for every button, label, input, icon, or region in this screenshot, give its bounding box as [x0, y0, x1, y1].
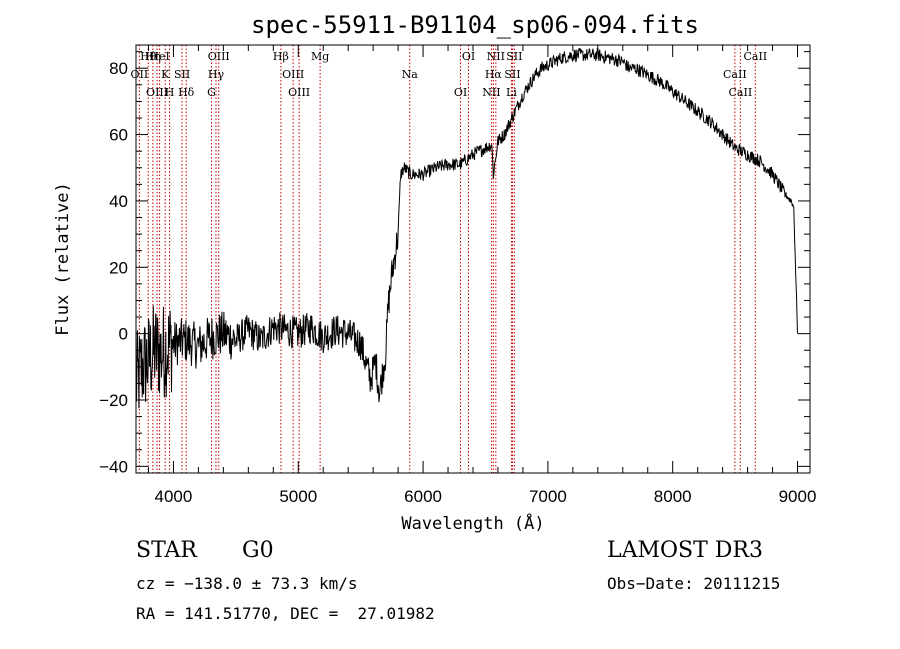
object-subclass: G0: [242, 538, 274, 563]
y-tick-label: 40: [109, 192, 128, 211]
spectral-line-label: Na: [402, 68, 419, 81]
spectral-line-label: Hδ: [178, 86, 195, 99]
spectral-line-label: CaII: [723, 68, 747, 81]
spectral-line-label: CaII: [743, 50, 767, 63]
spectral-line-label: OI: [462, 50, 475, 63]
spectral-line-label: Hη: [145, 50, 161, 63]
x-tick-label: 6000: [404, 487, 442, 506]
spectral-line-label: SII: [174, 68, 190, 81]
spectral-line-label: SII: [504, 68, 520, 81]
x-tick-label: 8000: [654, 487, 692, 506]
spectral-line-label: Hθ: [140, 50, 157, 63]
spectral-line-label: OI: [454, 86, 467, 99]
y-tick-label: −20: [99, 391, 128, 410]
y-tick-label: 20: [109, 258, 128, 277]
survey-label: LAMOST DR3: [607, 538, 763, 563]
spectral-line-label: Hα: [485, 68, 503, 81]
spectral-line-label: K: [161, 68, 170, 81]
spectral-line-label: G: [207, 86, 216, 99]
spectral-line-label: OIII: [146, 86, 168, 99]
plot-frame: [135, 44, 811, 474]
spectral-line-label: CaII: [729, 86, 753, 99]
spectral-line-label: NII: [487, 50, 505, 63]
object-class: STAR: [136, 538, 197, 563]
spectral-line-label: Li: [506, 86, 517, 99]
x-tick-label: 4000: [155, 487, 193, 506]
spectral-line-label: Hγ: [208, 68, 225, 81]
obs-date-label: Obs−Date: 20111215: [607, 574, 781, 593]
redshift-label: cz = −138.0 ± 73.3 km/s: [136, 574, 358, 593]
x-axis-label: Wavelength (Å): [401, 512, 544, 534]
x-tick-label: 9000: [779, 487, 817, 506]
spectral-line-label: OIII: [208, 50, 230, 63]
spectral-line-label: HeI: [149, 50, 169, 63]
spectral-line-label: H: [165, 86, 175, 99]
spectral-line-label: Mg: [311, 50, 329, 63]
y-tick-label: −40: [99, 457, 128, 476]
y-axis-label: Flux (relative): [53, 182, 73, 336]
spectral-line-label: Hβ: [273, 50, 289, 63]
x-tick-label: 5000: [279, 487, 317, 506]
spectrum-series-line: [135, 47, 798, 409]
y-tick-label: 0: [119, 325, 128, 344]
spectral-line-label: OIII: [282, 68, 304, 81]
spectral-line-label: OII: [131, 68, 149, 81]
chart-title: spec-55911-B91104_sp06-094.fits: [251, 11, 699, 39]
x-tick-label: 7000: [529, 487, 567, 506]
spectral-line-label: SII: [506, 50, 522, 63]
spectral-line-label: OIII: [288, 86, 310, 99]
radec-label: RA = 141.51770, DEC = 27.01982: [136, 604, 435, 623]
y-tick-label: 60: [109, 126, 128, 145]
y-tick-label: 80: [109, 59, 128, 78]
spectral-line-label: NII: [482, 86, 500, 99]
